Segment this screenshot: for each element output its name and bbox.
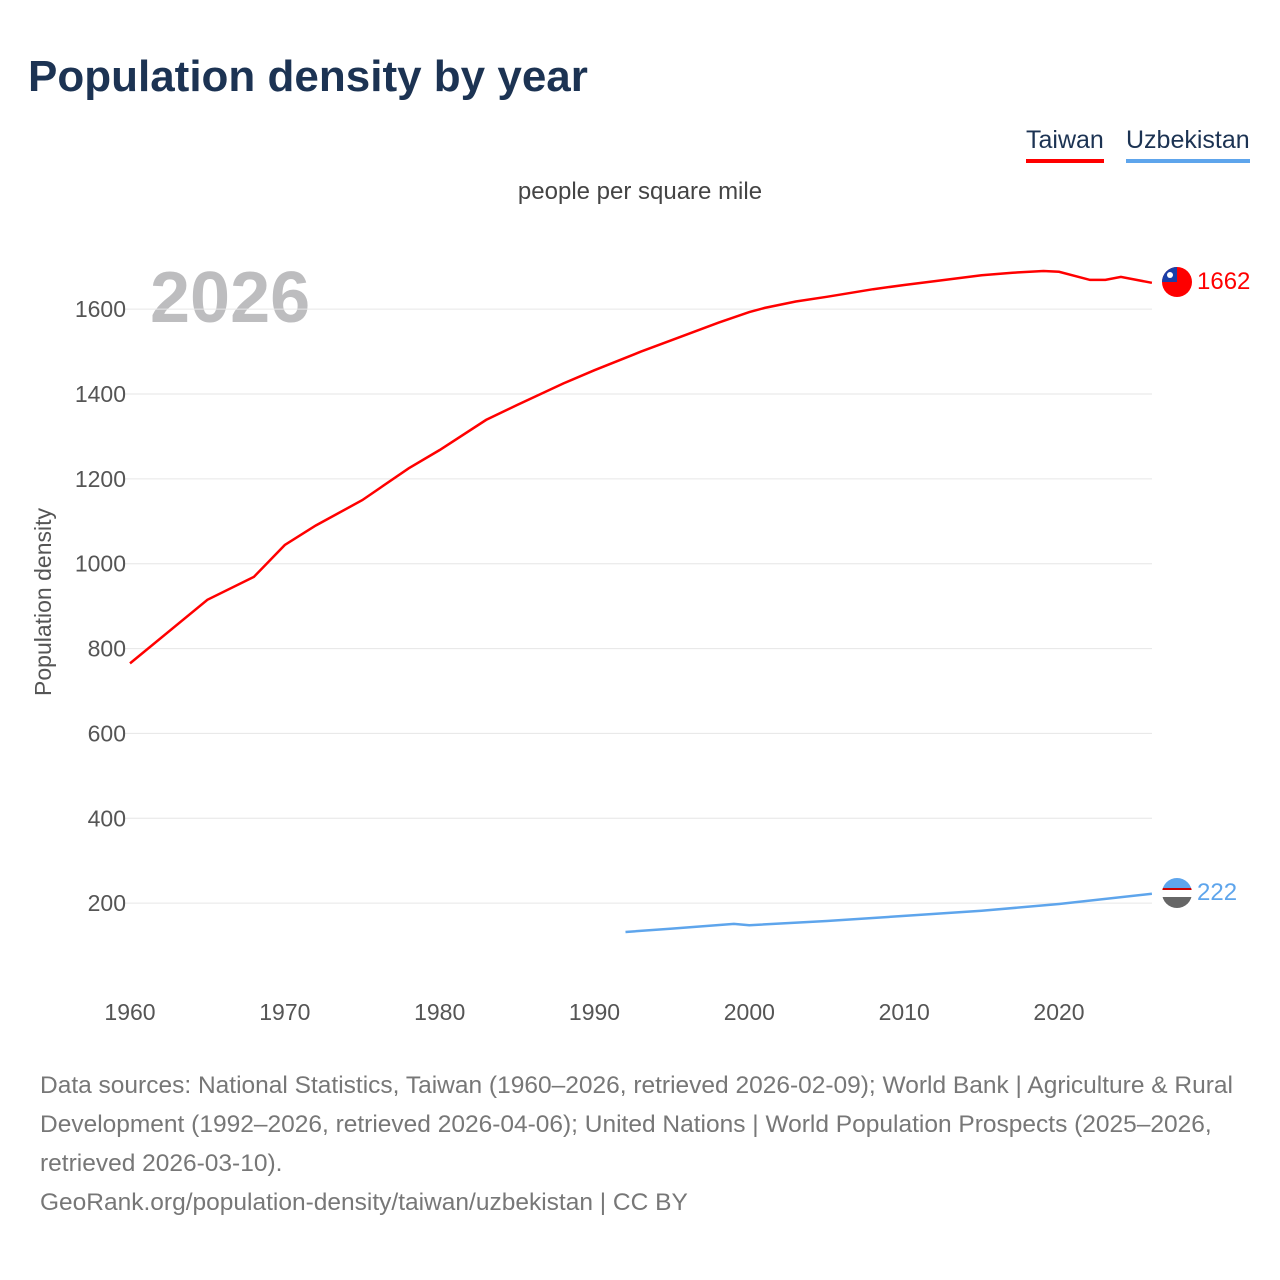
y-tick-label: 1400 — [75, 381, 126, 407]
y-tick-label: 1000 — [75, 551, 126, 577]
line-chart: 2026 200 400 600 800 1000 1200 1400 1600 1960 197… — [30, 258, 1250, 1025]
x-tick-label: 1960 — [104, 999, 155, 1025]
year-overlay: 2026 — [150, 258, 310, 338]
y-tick-label: 200 — [88, 890, 126, 916]
y-tick-label: 400 — [88, 805, 126, 831]
source-link[interactable]: GeoRank.org/population-density/taiwan/uz… — [40, 1189, 688, 1216]
y-tick-label: 800 — [88, 636, 126, 662]
y-tick-label: 1600 — [75, 296, 126, 322]
data-sources: Data sources: National Statistics, Taiwa… — [40, 1072, 1233, 1177]
legend-item-uzbekistan[interactable]: Uzbekistan — [1126, 126, 1250, 163]
x-tick-label: 1980 — [414, 999, 465, 1025]
taiwan-flag-icon — [1162, 267, 1192, 297]
y-tick-label: 600 — [88, 720, 126, 746]
x-tick-label: 1970 — [259, 999, 310, 1025]
uzbekistan-flag-icon — [1162, 878, 1192, 908]
legend-item-taiwan[interactable]: Taiwan — [1026, 126, 1104, 163]
y-axis-label: Population density — [30, 508, 56, 696]
chart-subtitle: people per square mile — [517, 178, 763, 205]
x-tick-label: 2020 — [1033, 999, 1084, 1025]
chart-title: Population density by year — [28, 52, 588, 101]
x-tick-label: 2000 — [724, 999, 775, 1025]
series-line-uzbekistan[interactable] — [625, 892, 1153, 934]
series-line-taiwan[interactable] — [129, 269, 1153, 665]
taiwan-end-label: 1662 — [1197, 268, 1250, 295]
x-tick-label: 2010 — [879, 999, 930, 1025]
footer: Data sources: National Statistics, Taiwa… — [40, 1066, 1250, 1222]
y-tick-label: 1200 — [75, 466, 126, 492]
uzbekistan-end-label: 222 — [1197, 879, 1237, 906]
x-tick-label: 1990 — [569, 999, 620, 1025]
